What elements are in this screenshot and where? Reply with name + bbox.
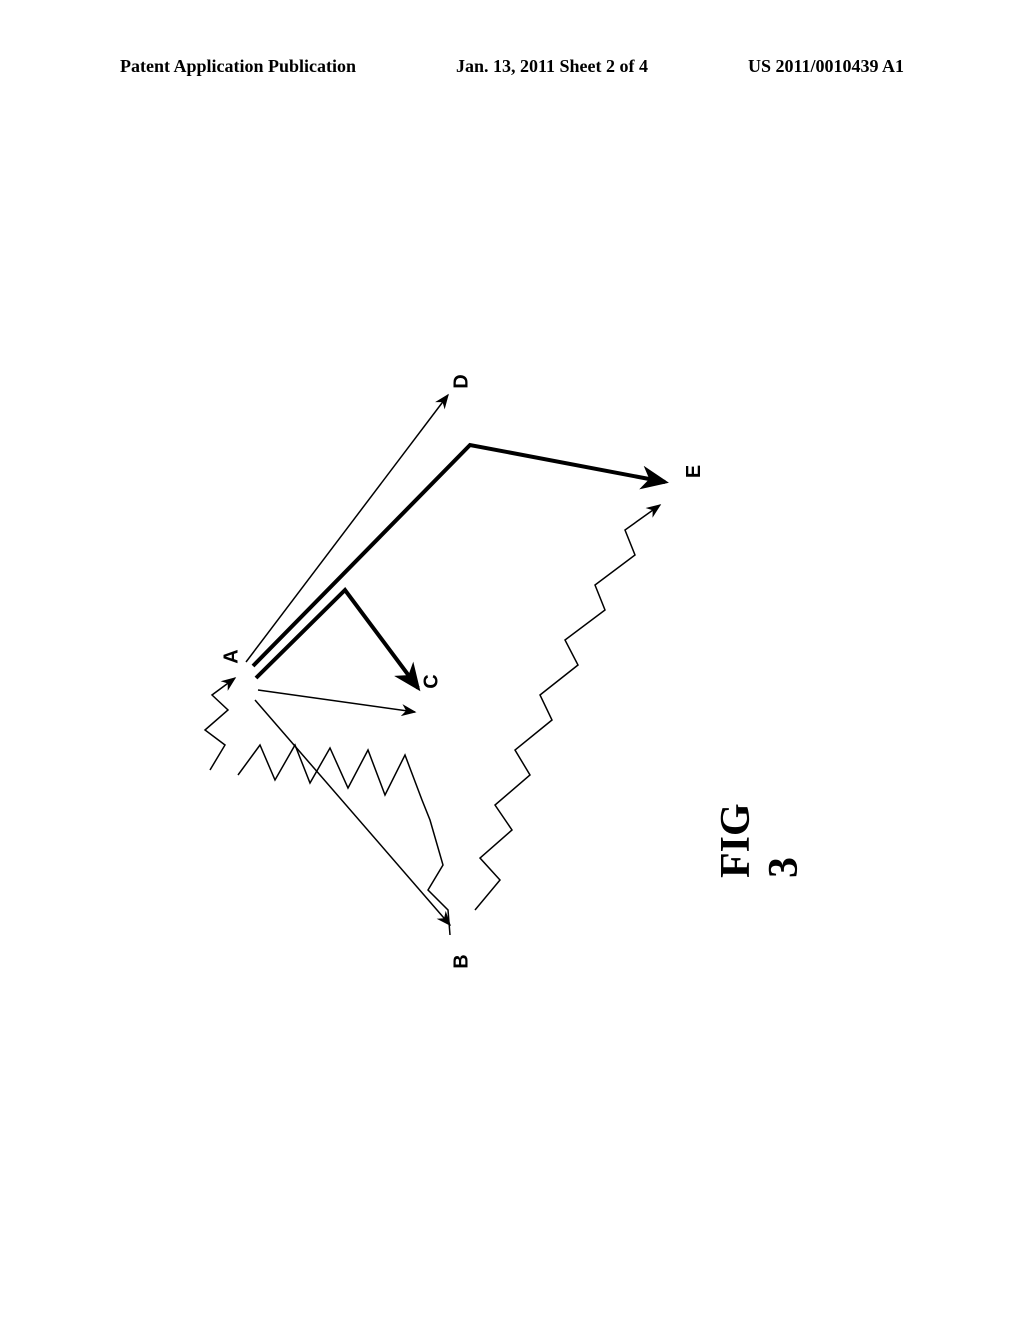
zigzag-a-to-b bbox=[238, 745, 450, 935]
page-header: Patent Application Publication Jan. 13, … bbox=[0, 56, 1024, 77]
zigzag-b-to-e bbox=[475, 505, 660, 910]
arrow-a-to-d bbox=[246, 395, 448, 662]
arrow-a-to-c-thin bbox=[258, 690, 415, 712]
node-label-d: D bbox=[451, 374, 474, 388]
zigzag-to-a bbox=[205, 678, 235, 770]
figure-label: FIG 3 bbox=[712, 798, 808, 878]
node-label-e: E bbox=[683, 465, 706, 478]
node-label-a: A bbox=[221, 649, 244, 663]
figure-container: A B C D E FIG 3 bbox=[0, 300, 800, 1000]
header-publication: Patent Application Publication bbox=[120, 56, 356, 77]
header-patent-number: US 2011/0010439 A1 bbox=[748, 56, 904, 77]
header-date-sheet: Jan. 13, 2011 Sheet 2 of 4 bbox=[456, 56, 648, 77]
figure-svg bbox=[0, 300, 800, 1000]
node-label-b: B bbox=[451, 954, 474, 968]
node-label-c: C bbox=[421, 674, 444, 688]
arrow-a-to-b bbox=[255, 700, 450, 925]
arrow-a-to-e-thick bbox=[253, 445, 665, 666]
